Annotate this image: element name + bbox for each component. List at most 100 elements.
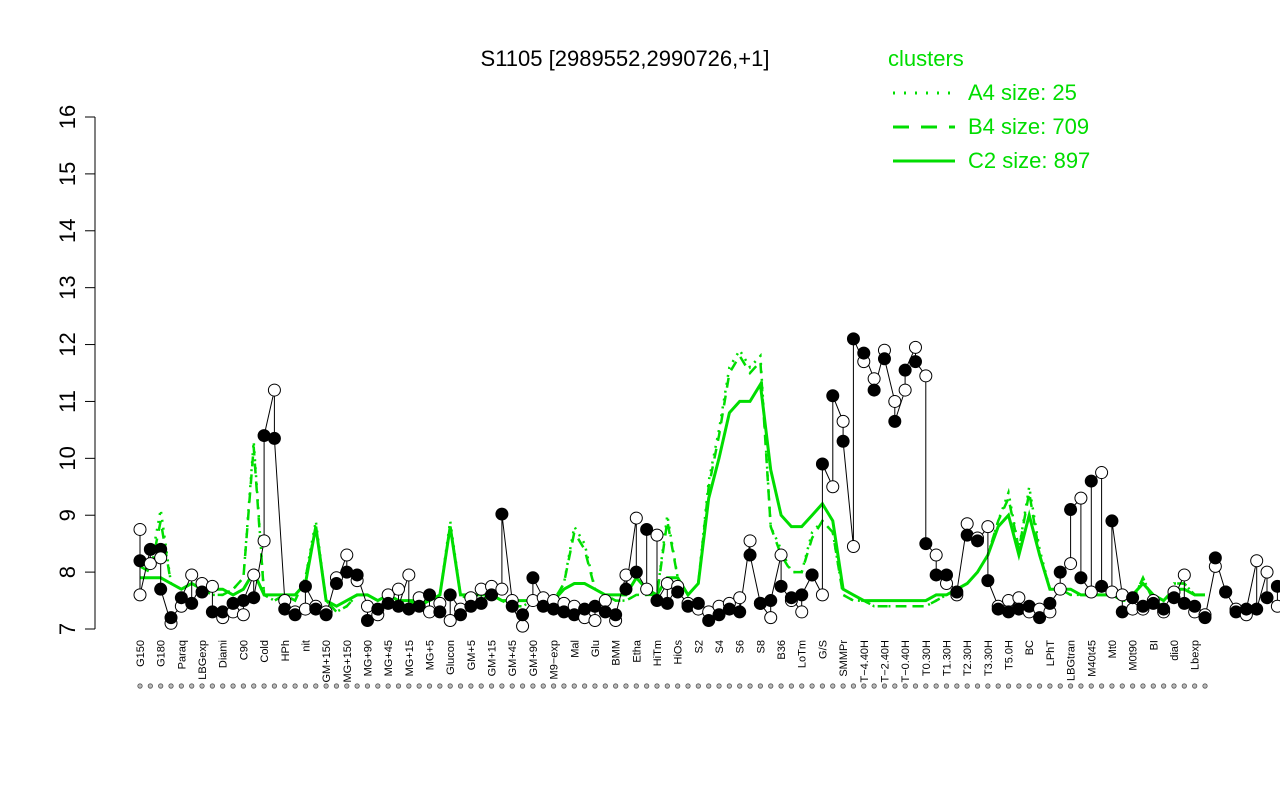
x-tick-mark <box>416 683 422 689</box>
data-point <box>267 383 281 397</box>
data-point <box>940 568 954 582</box>
x-tick-mark <box>943 683 950 689</box>
data-point <box>971 534 985 548</box>
data-point <box>257 534 271 548</box>
data-point <box>764 594 778 608</box>
x-tick-label: G150 <box>135 640 147 667</box>
x-tick-mark <box>571 683 577 689</box>
data-point <box>485 588 499 602</box>
data-point <box>640 522 654 536</box>
data-point <box>929 548 943 562</box>
data-point <box>195 585 209 599</box>
x-tick-label: S4 <box>714 640 726 653</box>
chart-title: S1105 [2989552,2990726,+1] <box>481 46 770 71</box>
x-tick-label: MG+90 <box>362 640 374 676</box>
data-point <box>236 608 250 622</box>
data-point <box>391 582 405 596</box>
x-tick-label: LBGtran <box>1066 640 1078 681</box>
data-point <box>743 548 757 562</box>
x-tick-label: HiTm <box>652 640 664 666</box>
data-point <box>505 599 519 613</box>
data-point <box>919 537 933 551</box>
x-tick-label: T−4.40H <box>859 640 871 683</box>
data-point <box>205 579 219 593</box>
x-tick-mark <box>737 683 743 689</box>
data-point <box>433 605 447 619</box>
data-point <box>640 582 654 596</box>
x-tick-mark <box>788 683 795 689</box>
data-point <box>846 332 860 346</box>
x-tick-mark <box>395 683 402 689</box>
x-tick-label: LoTm <box>797 640 809 668</box>
x-tick-mark <box>912 683 919 689</box>
y-axis: 7 8 9 10 11 12 13 14 15 16 <box>55 105 96 635</box>
x-tick-mark <box>819 683 826 689</box>
x-tick-mark <box>1067 683 1074 689</box>
y-tick-label: 13 <box>55 275 80 299</box>
data-point <box>288 608 302 622</box>
data-point <box>826 389 840 403</box>
x-tick-mark <box>178 683 184 689</box>
x-tick-mark <box>1109 683 1115 689</box>
x-tick-mark <box>954 683 960 689</box>
x-tick-label: Paraq <box>176 640 188 669</box>
x-tick-label: M0t90 <box>1128 640 1140 671</box>
data-point <box>836 414 850 428</box>
x-tick-label: S2 <box>693 640 705 653</box>
data-point <box>154 582 168 596</box>
x-tick-mark <box>478 683 484 689</box>
x-tick-label: T1.30H <box>942 640 954 676</box>
data-point <box>1270 599 1280 613</box>
x-tick-label: HiOs <box>673 640 685 665</box>
data-point <box>836 434 850 448</box>
x-tick-mark <box>602 683 608 689</box>
data-point <box>412 599 426 613</box>
data-point <box>516 608 530 622</box>
x-tick-mark <box>261 683 267 689</box>
data-point <box>1250 554 1264 568</box>
data-point <box>950 585 964 599</box>
data-point <box>1198 611 1212 625</box>
x-tick-mark <box>364 683 371 689</box>
x-tick-mark <box>230 683 236 689</box>
x-tick-mark <box>240 683 246 689</box>
x-tick-mark <box>468 683 474 689</box>
x-tick-mark <box>499 683 505 689</box>
x-tick-mark <box>1026 683 1032 689</box>
x-tick-mark <box>923 683 929 689</box>
data-point <box>588 613 602 627</box>
data-point <box>650 528 664 542</box>
data-point <box>774 548 788 562</box>
x-tick-mark <box>1130 683 1136 689</box>
x-tick-label: GM+15 <box>487 640 499 676</box>
data-point <box>1105 514 1119 528</box>
x-tick-mark <box>830 683 836 689</box>
data-point <box>402 568 416 582</box>
x-tick-label: MG+15 <box>404 640 416 676</box>
x-tick-mark <box>1171 683 1177 689</box>
x-tick-mark <box>706 683 712 689</box>
y-tick-label: 14 <box>55 219 80 243</box>
data-point <box>908 355 922 369</box>
x-tick-label: B36 <box>776 640 788 660</box>
data-point <box>423 588 437 602</box>
data-point <box>1146 596 1160 610</box>
data-point <box>1064 503 1078 517</box>
x-tick-label: Cold <box>259 640 271 663</box>
x-tick-mark <box>189 683 195 689</box>
x-tick-mark <box>892 683 898 689</box>
data-point <box>660 596 674 610</box>
data-point <box>629 565 643 579</box>
data-point <box>319 608 333 622</box>
x-tick-mark <box>799 683 805 689</box>
x-tick-label: Glu <box>590 640 602 657</box>
x-tick-mark <box>726 683 732 689</box>
data-point <box>350 568 364 582</box>
x-tick-label: T3.30H <box>983 640 995 676</box>
x-tick-mark <box>1016 683 1022 689</box>
x-tick-mark <box>840 683 846 689</box>
x-tick-mark <box>933 683 939 689</box>
series-line-solid <box>140 379 1205 608</box>
x-tick-mark <box>592 683 598 689</box>
data-point <box>609 608 623 622</box>
